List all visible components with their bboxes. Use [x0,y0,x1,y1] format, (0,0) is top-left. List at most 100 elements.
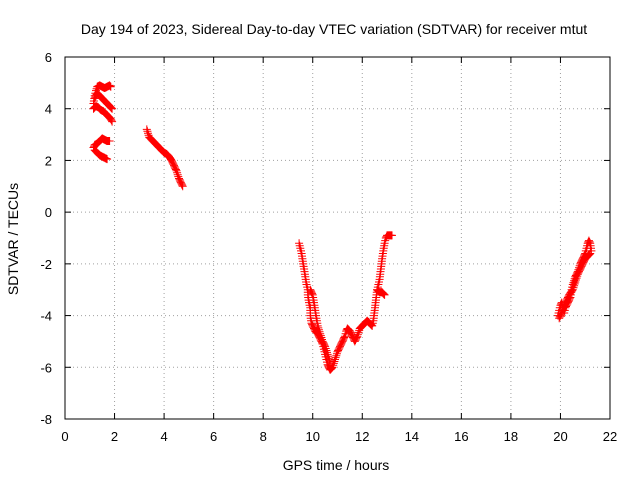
data-point [379,290,388,299]
data-point [323,350,332,359]
data-point [569,283,578,292]
x-tick-label: 20 [553,429,567,444]
data-point [308,289,317,298]
data-point [571,276,580,284]
x-tick-label: 6 [210,429,217,444]
y-tick-label: -6 [40,360,52,375]
data-point [345,326,354,335]
data-point [106,114,115,123]
data-point [558,305,567,314]
y-tick-labels: -8 -6 -4 -2 0 2 4 6 [40,50,52,427]
data-point [571,278,580,286]
data-point [584,250,593,259]
data-point [314,325,323,334]
x-tick-label: 14 [405,429,419,444]
data-point [330,357,339,366]
data-point [171,165,180,174]
data-point [572,274,581,283]
data-point [380,290,389,299]
y-tick-label: -4 [40,309,52,324]
y-tick-label: -8 [40,412,52,427]
data-point [178,182,187,191]
y-tick-label: 0 [45,205,52,220]
data-point [316,331,325,340]
x-tick-label: 18 [504,429,518,444]
data-point [354,328,363,337]
data-point [585,237,594,246]
plot-frame [64,56,611,420]
x-tick-label: 4 [160,429,167,444]
data-point [332,349,341,358]
y-tick-label: 4 [45,102,52,117]
data-point [379,289,388,298]
data-point [107,116,116,125]
data-point [326,358,335,367]
x-tick-labels: 0 2 4 6 8 10 12 14 16 18 20 22 [61,429,617,444]
data-point [106,102,115,111]
data-point [143,127,152,136]
y-tick-label: 6 [45,50,52,65]
data-point [585,250,594,259]
data-point [107,104,116,113]
data-point [329,359,338,368]
y-axis-label: SDTVAR / TECUs [5,183,21,295]
data-point [557,309,566,317]
data-point [172,166,181,175]
data-point [173,168,182,177]
data-point [573,272,582,281]
data-point [324,352,333,361]
data-point [325,356,334,365]
data-point [166,154,175,163]
data-point [313,321,322,330]
data-point [367,321,376,330]
data-point [323,348,331,357]
x-tick-label: 0 [61,429,68,444]
data-point [105,81,114,90]
data-point [340,333,349,342]
data-point [570,281,579,290]
data-point [322,346,331,355]
data-point [567,287,576,296]
data-point [316,329,325,338]
data-point [568,285,577,294]
data-point [142,125,151,134]
data-point [321,342,330,351]
data-point [106,82,115,91]
data-point [352,333,361,342]
chart-title: Day 194 of 2023, Sidereal Day-to-day VTE… [81,21,587,37]
data-point [105,137,114,145]
data-points [89,81,596,374]
data-point [570,279,579,288]
data-point [315,327,324,336]
data-point [106,82,115,91]
data-point [108,104,117,113]
x-tick-label: 10 [305,429,319,444]
data-point [324,354,333,363]
data-point [353,330,362,339]
data-point [314,323,323,332]
data-point [584,251,593,260]
data-point [106,103,115,112]
x-tick-label: 2 [111,429,118,444]
x-tick-label: 22 [603,429,617,444]
data-point [388,231,396,240]
x-tick-label: 12 [355,429,369,444]
y-tick-label: 2 [45,153,52,168]
data-point [332,351,341,360]
data-point [327,364,336,373]
data-point [331,355,339,364]
data-point [559,303,568,312]
data-point [173,170,182,179]
data-point [318,335,326,344]
data-point [353,332,362,341]
data-point [144,129,152,138]
data-point [174,172,183,181]
x-tick-label: 16 [454,429,468,444]
data-point [328,363,337,372]
data-point [321,344,330,353]
grid [65,57,610,419]
y-tick-label: -2 [40,257,52,272]
data-point [103,155,112,164]
